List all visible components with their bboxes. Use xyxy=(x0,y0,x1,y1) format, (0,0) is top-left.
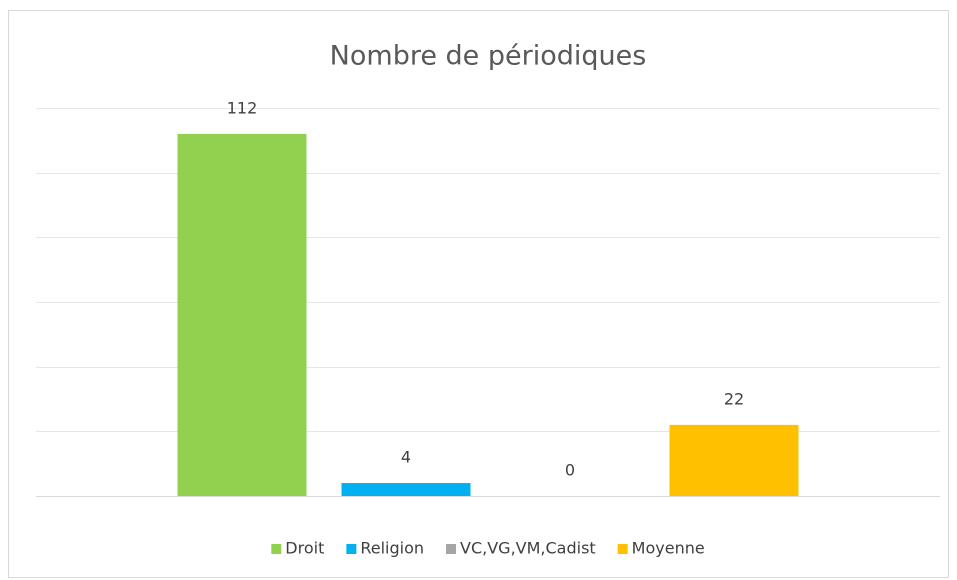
legend-swatch xyxy=(346,544,357,554)
data-label: 112 xyxy=(227,98,258,117)
chart-border xyxy=(8,10,949,578)
legend-label: Droit xyxy=(285,539,324,558)
bar xyxy=(669,424,799,496)
data-label: 22 xyxy=(724,389,744,408)
data-label: 4 xyxy=(401,448,411,467)
legend-label: Moyenne xyxy=(632,539,705,558)
legend-label: Religion xyxy=(360,539,424,558)
bar xyxy=(341,483,471,496)
data-label: 0 xyxy=(565,461,575,480)
chart-title: Nombre de périodiques xyxy=(330,41,647,72)
legend-swatch xyxy=(446,544,457,554)
legend-label: VC,VG,VM,Cadist xyxy=(460,539,596,558)
legend-swatch xyxy=(271,544,282,554)
legend-swatch xyxy=(617,544,628,554)
bar xyxy=(177,133,307,496)
